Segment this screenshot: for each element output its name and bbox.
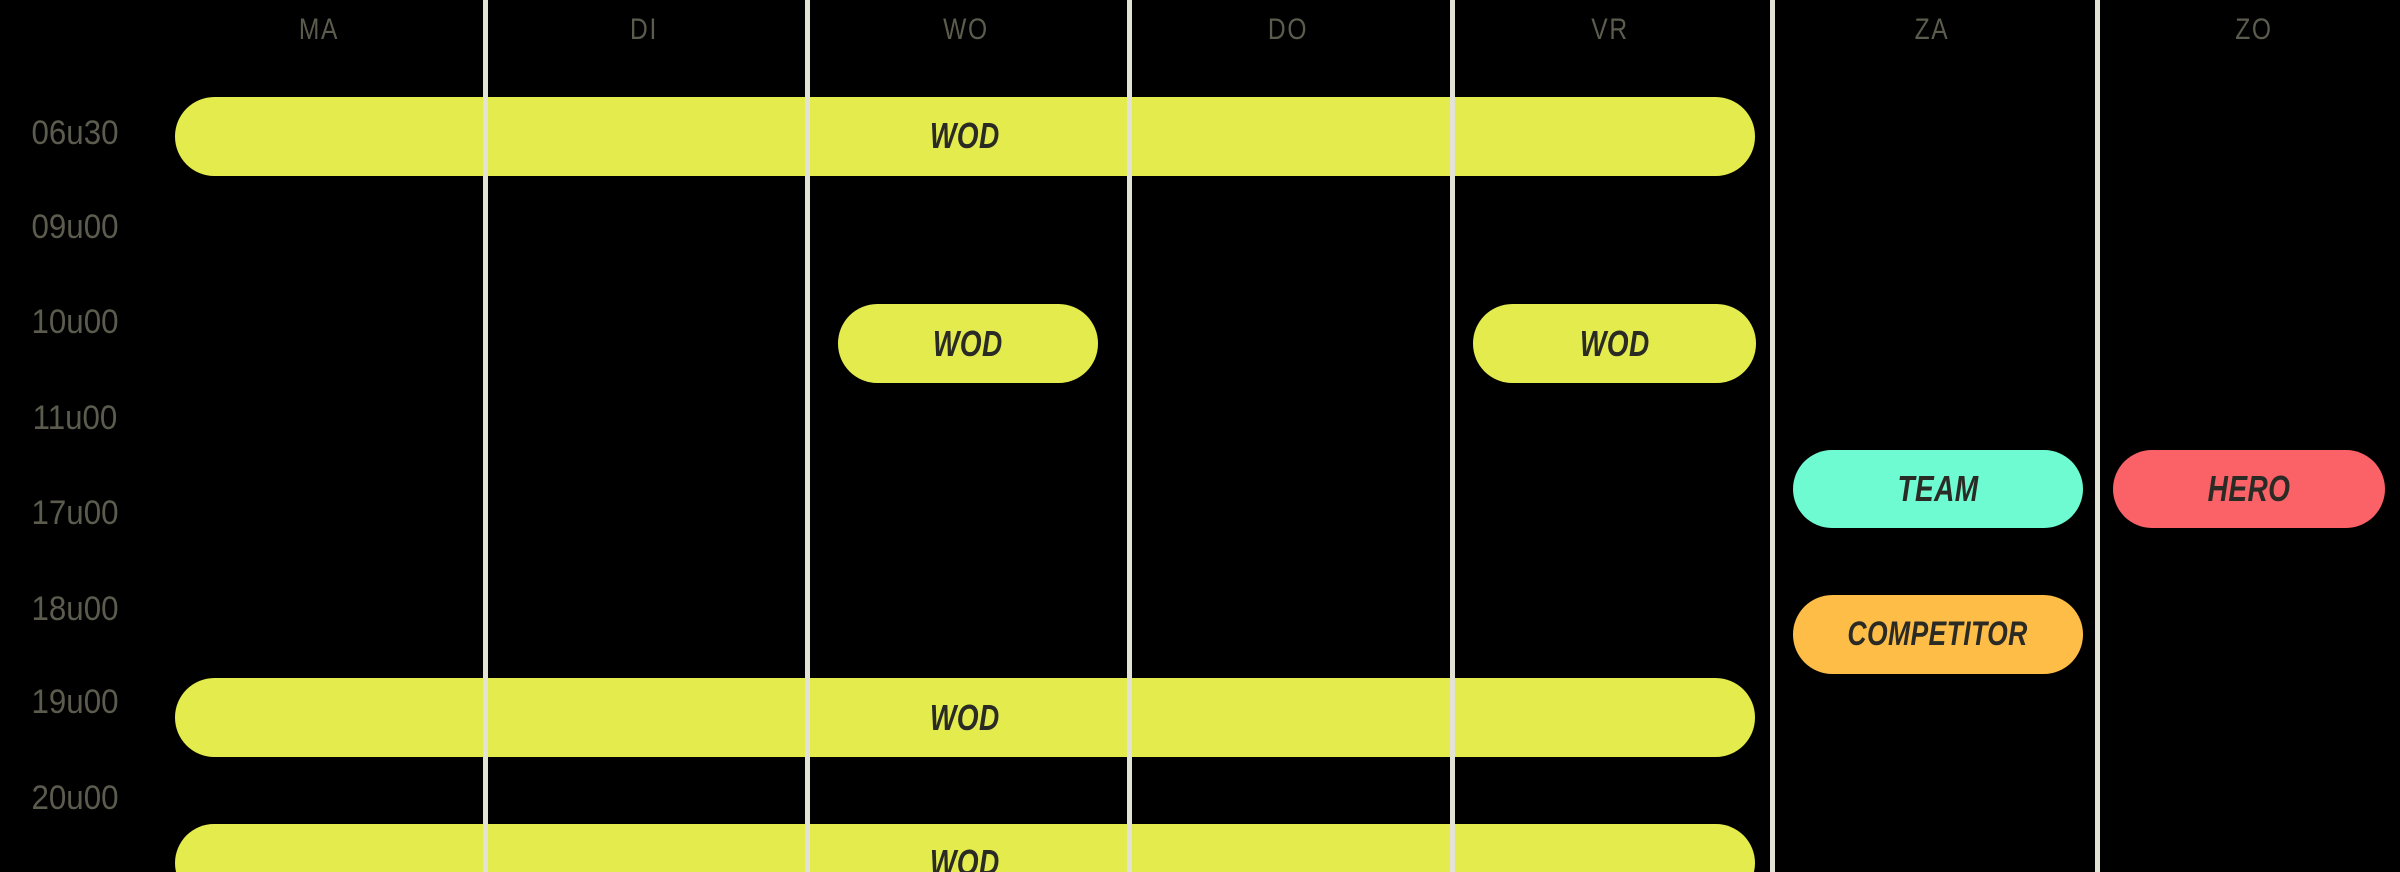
day-header-di[interactable]: DI — [630, 13, 658, 46]
session-pill-label: WOD — [930, 696, 1000, 738]
session-pill-label: WOD — [933, 322, 1003, 364]
day-divider-line-1 — [805, 0, 810, 872]
session-pill-label: WOD — [930, 841, 1000, 872]
day-divider-line-0 — [483, 0, 488, 872]
day-divider-line-4 — [1770, 0, 1775, 872]
time-label-06u30: 06u30 — [31, 114, 119, 153]
time-label-09u00: 09u00 — [31, 208, 119, 247]
time-label-20u00: 20u00 — [31, 778, 119, 817]
time-label-10u00: 10u00 — [31, 303, 119, 342]
session-pill-label: HERO — [2207, 467, 2291, 509]
session-pill-label: WOD — [930, 115, 1000, 157]
day-header-vr[interactable]: VR — [1591, 13, 1629, 46]
time-label-19u00: 19u00 — [31, 683, 119, 722]
day-header-row: MA DI WO DO VR ZA ZO — [0, 0, 2400, 60]
session-pill-wod-09u00-wo[interactable]: WOD — [838, 304, 1098, 383]
time-label-11u00: 11u00 — [32, 398, 118, 437]
session-pill-wod-09u00-vr[interactable]: WOD — [1473, 304, 1756, 383]
day-header-zo[interactable]: ZO — [2235, 13, 2273, 46]
session-pill-hero-10u00-zo[interactable]: HERO — [2113, 449, 2385, 529]
session-pill-wod-17u00-ma-vr[interactable]: WOD — [175, 678, 1755, 757]
day-header-wo[interactable]: WO — [943, 13, 989, 46]
day-header-za[interactable]: ZA — [1914, 13, 1950, 46]
session-pill-label: WOD — [1579, 322, 1650, 364]
day-header-do[interactable]: DO — [1267, 13, 1309, 46]
day-divider-line-5 — [2095, 0, 2100, 872]
session-pill-label: TEAM — [1897, 467, 1979, 509]
session-pill-competitor-11u00-za[interactable]: COMPETITOR — [1793, 594, 2083, 674]
session-pill-wod-06u30-ma-vr[interactable]: WOD — [175, 96, 1755, 176]
day-divider-line-2 — [1127, 0, 1132, 872]
time-label-17u00: 17u00 — [31, 494, 119, 533]
day-header-ma[interactable]: MA — [298, 13, 340, 46]
session-pill-label: COMPETITOR — [1847, 614, 2029, 653]
session-pill-team-10u00-za[interactable]: TEAM — [1793, 449, 2083, 529]
day-divider-line-3 — [1450, 0, 1455, 872]
session-pill-wod-18u00-ma-vr[interactable]: WOD — [175, 823, 1755, 872]
time-label-18u00: 18u00 — [31, 589, 119, 628]
